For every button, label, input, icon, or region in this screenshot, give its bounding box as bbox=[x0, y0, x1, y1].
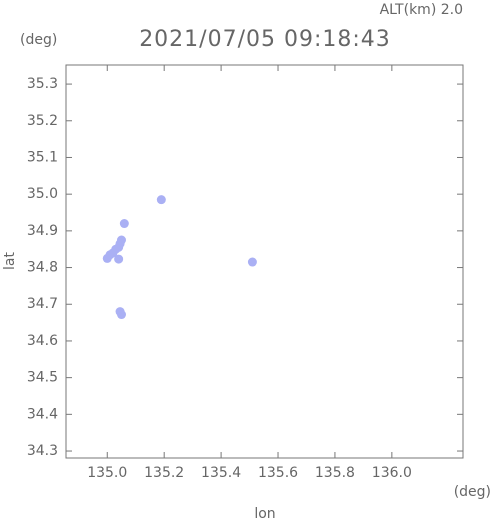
echo-point bbox=[114, 254, 124, 264]
y-tick-label: 35.1 bbox=[27, 149, 58, 165]
chart-title: 2021/07/05 09:18:43 bbox=[139, 27, 391, 52]
y-axis-label: lat bbox=[2, 252, 18, 270]
x-tick-label: 135.4 bbox=[201, 465, 241, 481]
x-unit: (deg) bbox=[454, 484, 491, 500]
x-axis-label: lon bbox=[254, 506, 275, 521]
x-tick-label: 135.8 bbox=[315, 465, 355, 481]
y-tick-label: 34.4 bbox=[27, 406, 58, 422]
y-tick-label: 34.7 bbox=[27, 296, 58, 312]
echo-point bbox=[119, 219, 129, 229]
y-tick-label: 34.8 bbox=[27, 260, 58, 276]
x-tick-label: 135.2 bbox=[144, 465, 184, 481]
echo-point bbox=[156, 195, 166, 205]
y-tick-label: 34.3 bbox=[27, 443, 58, 459]
y-tick-label: 34.6 bbox=[27, 333, 58, 349]
echo-point bbox=[116, 235, 126, 245]
echo-point bbox=[116, 310, 126, 320]
y-tick-label: 35.2 bbox=[27, 113, 58, 129]
altitude-annotation: ALT(km) 2.0 bbox=[380, 2, 463, 18]
y-unit: (deg) bbox=[20, 32, 57, 48]
x-tick-label: 136.0 bbox=[372, 465, 412, 481]
y-tick-label: 35.0 bbox=[27, 186, 58, 202]
x-tick-label: 135.6 bbox=[258, 465, 298, 481]
y-tick-label: 35.3 bbox=[27, 76, 58, 92]
y-tick-label: 34.9 bbox=[27, 223, 58, 239]
y-tick-label: 34.5 bbox=[27, 370, 58, 386]
echo-point bbox=[247, 257, 257, 267]
x-tick-label: 135.0 bbox=[87, 465, 127, 481]
plot-frame bbox=[65, 64, 464, 459]
